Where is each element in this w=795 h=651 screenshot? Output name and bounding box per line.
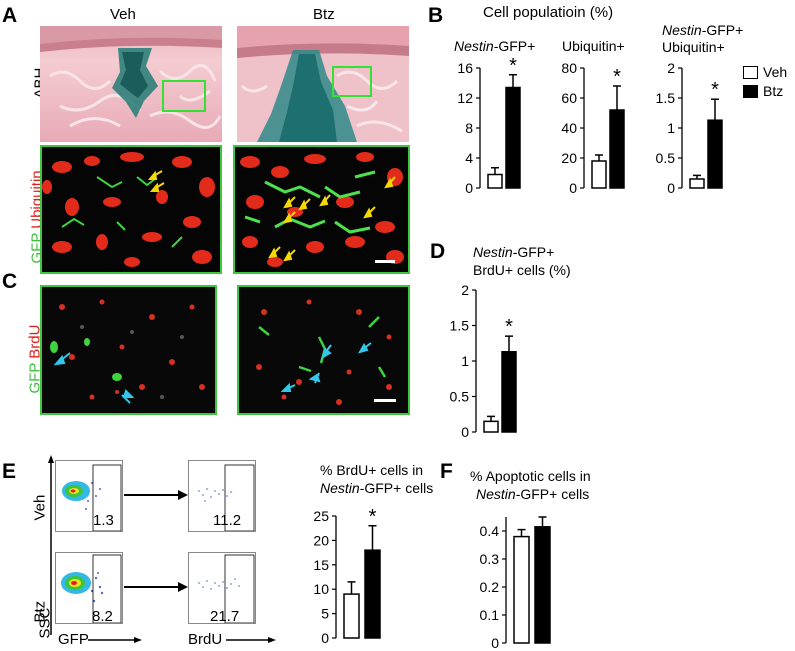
flow-plot-veh-brdu — [188, 460, 256, 532]
y-tick-label: 0 — [491, 635, 499, 651]
y-tick-label: 0.1 — [480, 607, 500, 623]
y-tick-label: 8 — [465, 120, 473, 136]
flow-plot-btz-brdu — [188, 552, 256, 624]
bar-veh — [483, 420, 499, 433]
y-tick-label: 0.5 — [450, 389, 470, 405]
gfp-ubiquitin-image-btz — [233, 145, 410, 274]
y-tick-label: 0.3 — [480, 551, 500, 567]
chart-b-nestin-ubiquitin: Nestin-GFP+Ubiquitin+ 0 0.5 1 1.5 2 * — [656, 22, 744, 196]
y-tick-label: 40 — [561, 120, 577, 136]
y-tick-label: 1 — [461, 353, 469, 369]
panel-c-letter: C — [2, 270, 18, 293]
panel-f-letter: F — [440, 460, 453, 483]
bar-veh — [343, 593, 360, 639]
gate-btz-gfp: 8.2 — [92, 608, 113, 625]
y-tick-label: 60 — [561, 90, 577, 106]
gate-veh-brdu: 11.2 — [213, 512, 242, 529]
chart-b-ubiquitin: Ubiquitin+ 0 20 40 60 80 * — [561, 38, 625, 196]
significance-star: * — [711, 79, 719, 101]
gfp-brdu-image-btz — [237, 285, 410, 415]
panel-f-chart-title-line2: Nestin-GFP+ cells — [476, 486, 590, 502]
significance-star: * — [613, 66, 621, 88]
y-tick-label: 16 — [457, 60, 473, 76]
bar-btz — [534, 526, 551, 644]
legend-btz-label: Btz — [763, 83, 784, 99]
y-tick-label: 12 — [457, 90, 473, 106]
chart-d-brdu: 0 0.5 1 1.5 2 * — [450, 282, 517, 440]
y-tick-label: 0 — [321, 630, 329, 646]
panel-e-veh-label: Veh — [31, 494, 49, 521]
chart-e-brdu: 0 5 10 15 20 25 * — [313, 506, 381, 646]
legend-veh-label: Veh — [763, 64, 788, 80]
chart-f-apoptotic: 0 0.1 0.2 0.3 0.4 — [480, 516, 551, 651]
bar-btz — [505, 86, 521, 189]
bar-veh — [513, 535, 530, 644]
y-tick-label: 5 — [321, 606, 329, 622]
y-tick-label: 2 — [667, 60, 675, 76]
chart-b-nestin-gfp: Nestin-GFP+ 0 4 8 12 16 * — [454, 38, 535, 196]
flow-axes-arrows — [48, 455, 276, 643]
bar-btz — [364, 549, 381, 639]
y-tick-label: 1 — [667, 120, 675, 136]
y-tick-label: 0.2 — [480, 579, 500, 595]
y-tick-label: 1.5 — [450, 318, 470, 334]
gfp-brdu-image-veh — [40, 285, 217, 415]
significance-star: * — [505, 316, 513, 338]
bar-btz — [609, 109, 625, 189]
panel-a-btz-title: Btz — [313, 6, 335, 23]
y-tick-label: 20 — [561, 150, 577, 166]
y-tick-label: 0.4 — [480, 523, 500, 539]
legend-btz-swatch — [743, 85, 758, 98]
abh-histology-veh — [40, 26, 222, 142]
y-tick-label: 2 — [461, 282, 469, 298]
panel-d-letter: D — [430, 240, 446, 263]
flow-transition-arrows — [124, 490, 188, 592]
chart-title: Nestin-GFP+ — [662, 22, 743, 38]
panel-f-chart-title-line1: % Apoptotic cells in — [470, 468, 591, 484]
panel-d-title-line2: BrdU+ cells (%) — [473, 262, 571, 278]
panel-a-letter: A — [2, 4, 18, 27]
y-tick-label: 10 — [313, 581, 329, 597]
y-tick-label: 1.5 — [656, 90, 676, 106]
flow-plot-btz-gfp — [55, 552, 123, 624]
abh-histology-btz — [237, 26, 409, 142]
y-tick-label: 0 — [465, 180, 473, 196]
panel-d-title-line1: Nestin-GFP+ — [473, 244, 555, 260]
y-tick-label: 0 — [667, 180, 675, 196]
panel-e-letter: E — [2, 460, 17, 483]
panel-e-gfp-axis: GFP — [58, 631, 89, 648]
panel-a-veh-title: Veh — [110, 6, 136, 23]
y-tick-label: 4 — [465, 150, 473, 166]
panel-e-chart-title-line2: Nestin-GFP+ cells — [320, 480, 434, 496]
bar-veh — [487, 173, 503, 189]
bar-veh — [689, 178, 705, 189]
gate-btz-brdu: 21.7 — [210, 608, 240, 625]
chart-title: Ubiquitin+ — [562, 38, 625, 54]
panel-e-chart-title-line1: % BrdU+ cells in — [320, 462, 424, 478]
panel-b-title: Cell populatioin (%) — [483, 4, 614, 21]
y-tick-label: 15 — [313, 557, 329, 573]
y-tick-label: 0 — [461, 424, 469, 440]
y-tick-label: 0 — [569, 180, 577, 196]
chart-title: Nestin-GFP+ — [454, 38, 535, 54]
y-tick-label: 20 — [313, 532, 329, 548]
bar-btz — [707, 119, 723, 189]
y-tick-label: 25 — [313, 508, 329, 524]
bar-veh — [591, 160, 607, 189]
chart-title-line2: Ubiquitin+ — [662, 39, 725, 55]
flow-plot-veh-gfp — [55, 460, 123, 532]
significance-star: * — [509, 55, 517, 77]
y-tick-label: 0.5 — [656, 150, 676, 166]
significance-star: * — [369, 506, 377, 528]
bar-btz — [501, 351, 517, 433]
y-tick-label: 80 — [561, 60, 577, 76]
gfp-ubiquitin-image-veh — [40, 145, 222, 274]
legend-veh-swatch — [743, 66, 758, 79]
gate-veh-gfp: 1.3 — [93, 512, 114, 529]
panel-b-letter: B — [428, 4, 444, 27]
panel-e-brdu-axis: BrdU — [188, 631, 223, 648]
